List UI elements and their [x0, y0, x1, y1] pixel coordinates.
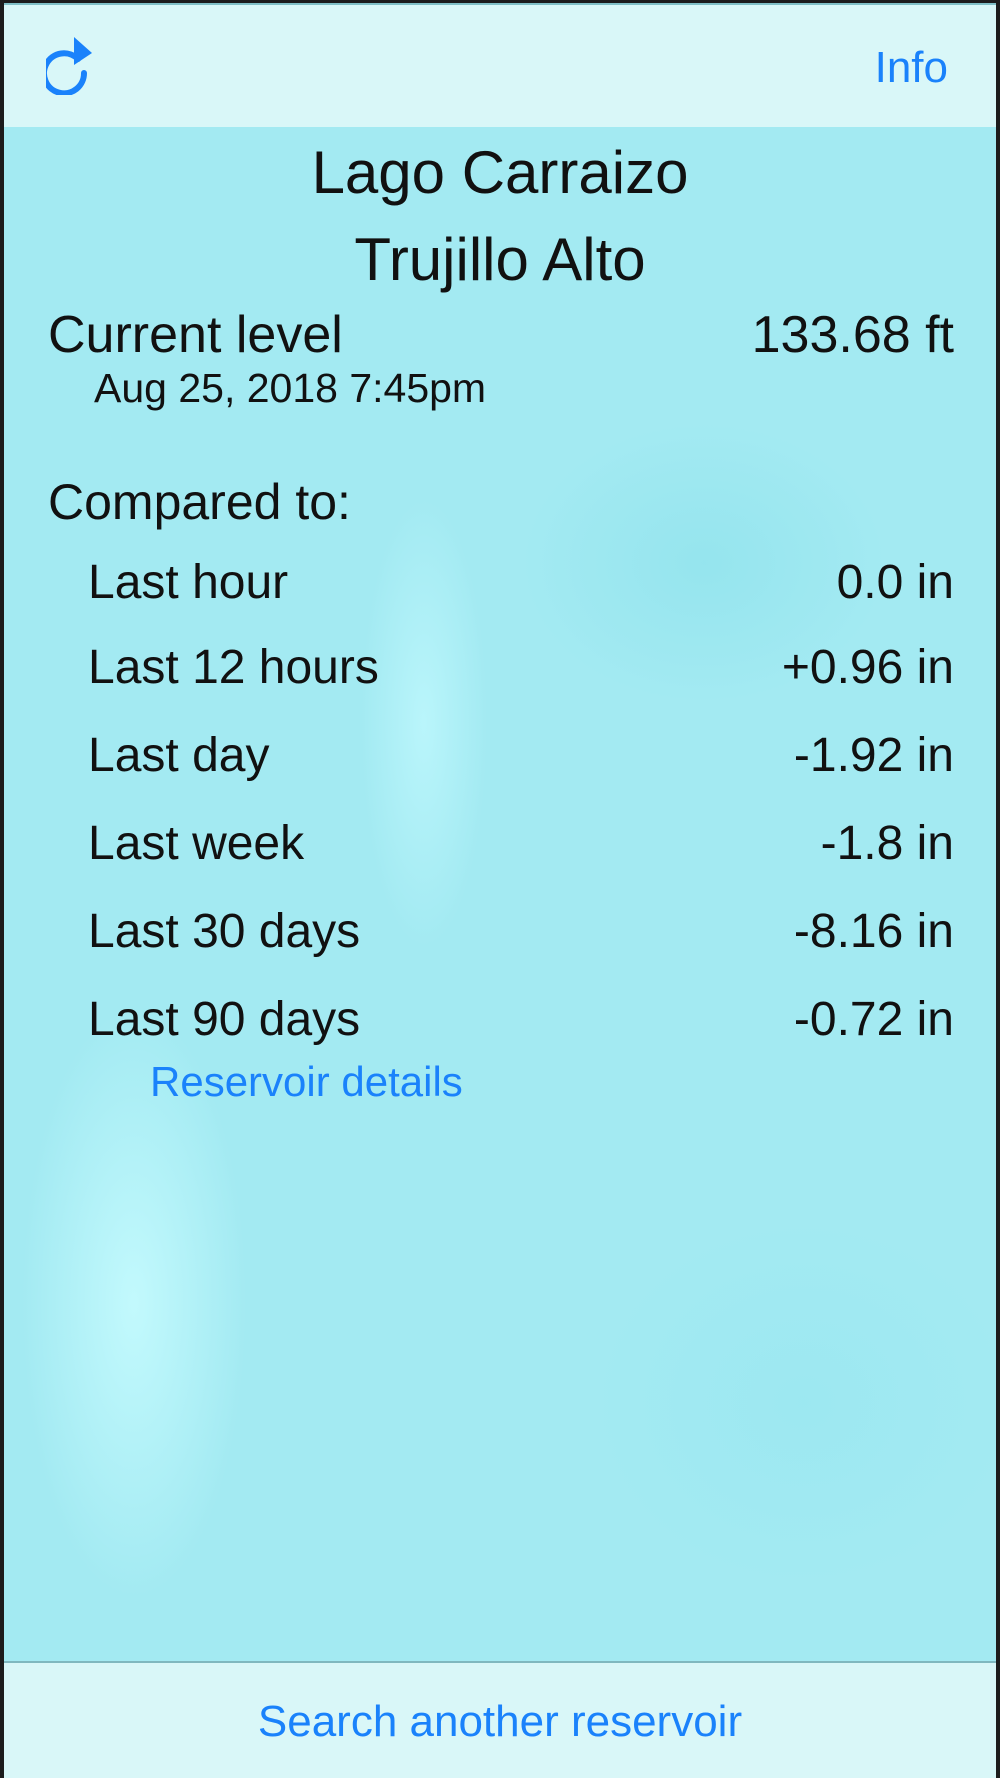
info-button[interactable]: Info — [874, 43, 948, 92]
comparison-value: -8.16 in — [793, 905, 954, 958]
comparison-label: Last day — [88, 729, 270, 782]
current-level-value: 133.68 ft — [751, 306, 954, 364]
current-level-label: Current level — [48, 306, 343, 364]
comparison-value: -1.8 in — [820, 817, 954, 870]
reservoir-name: Lago Carraizo — [311, 139, 689, 206]
refresh-icon — [41, 37, 92, 97]
comparison-label: Last hour — [88, 556, 289, 609]
comparison-value: 0.0 in — [836, 556, 954, 609]
compared-heading: Compared to: — [48, 474, 351, 530]
screen: Info Lago Carraizo Trujillo Alto Current… — [4, 3, 996, 1778]
comparison-label: Last week — [88, 817, 305, 870]
comparison-label: Last 90 days — [88, 993, 361, 1046]
comparison-label: Last 12 hours — [88, 641, 379, 694]
comparison-value: +0.96 in — [781, 641, 954, 694]
bottom-toolbar — [4, 1661, 996, 1778]
comparison-value: -1.92 in — [793, 729, 954, 782]
reservoir-location: Trujillo Alto — [354, 226, 646, 293]
refresh-button[interactable] — [41, 35, 102, 97]
comparison-value: -0.72 in — [793, 993, 954, 1046]
current-level-timestamp: Aug 25, 2018 7:45pm — [94, 365, 487, 411]
top-toolbar: Info — [4, 3, 996, 127]
search-another-reservoir-button[interactable]: Search another reservoir — [257, 1697, 743, 1746]
comparison-label: Last 30 days — [88, 905, 361, 958]
reservoir-details-link[interactable]: Reservoir details — [150, 1058, 463, 1105]
